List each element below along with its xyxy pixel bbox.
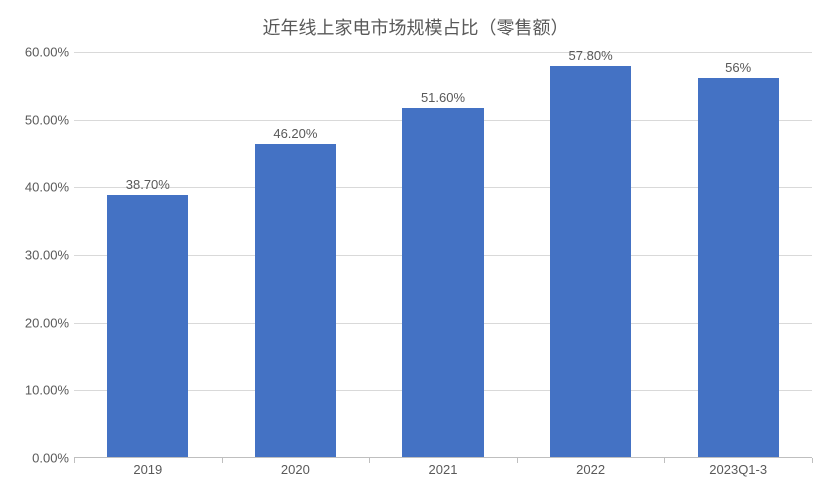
grid-line [74, 52, 812, 53]
bar-value-label: 57.80% [569, 48, 613, 63]
x-tick-mark [74, 458, 75, 463]
bar-value-label: 56% [725, 60, 751, 75]
x-tick-label: 2023Q1-3 [709, 462, 767, 477]
y-tick-label: 50.00% [9, 112, 69, 127]
x-tick-label: 2019 [133, 462, 162, 477]
x-tick-label: 2021 [429, 462, 458, 477]
y-tick-label: 0.00% [9, 451, 69, 466]
y-tick-label: 20.00% [9, 315, 69, 330]
bar [698, 78, 779, 457]
bar [402, 108, 483, 457]
x-tick-mark [812, 458, 813, 463]
x-tick-mark [222, 458, 223, 463]
x-tick-mark [369, 458, 370, 463]
y-tick-label: 60.00% [9, 45, 69, 60]
bar-value-label: 46.20% [273, 126, 317, 141]
bar-value-label: 51.60% [421, 90, 465, 105]
bar [107, 195, 188, 457]
y-tick-label: 40.00% [9, 180, 69, 195]
y-tick-label: 30.00% [9, 248, 69, 263]
y-tick-label: 10.00% [9, 383, 69, 398]
x-tick-mark [517, 458, 518, 463]
bar-value-label: 38.70% [126, 177, 170, 192]
x-tick-mark [664, 458, 665, 463]
x-tick-label: 2022 [576, 462, 605, 477]
chart-title: 近年线上家电市场规模占比（零售额） [0, 14, 831, 40]
plot-area: 38.70%46.20%51.60%57.80%56% [74, 52, 812, 458]
chart-container: 近年线上家电市场规模占比（零售额） 38.70% 46.20% 51.60% 57.8… [0, 0, 831, 501]
bar [550, 66, 631, 457]
x-tick-label: 2020 [281, 462, 310, 477]
bar [255, 144, 336, 457]
